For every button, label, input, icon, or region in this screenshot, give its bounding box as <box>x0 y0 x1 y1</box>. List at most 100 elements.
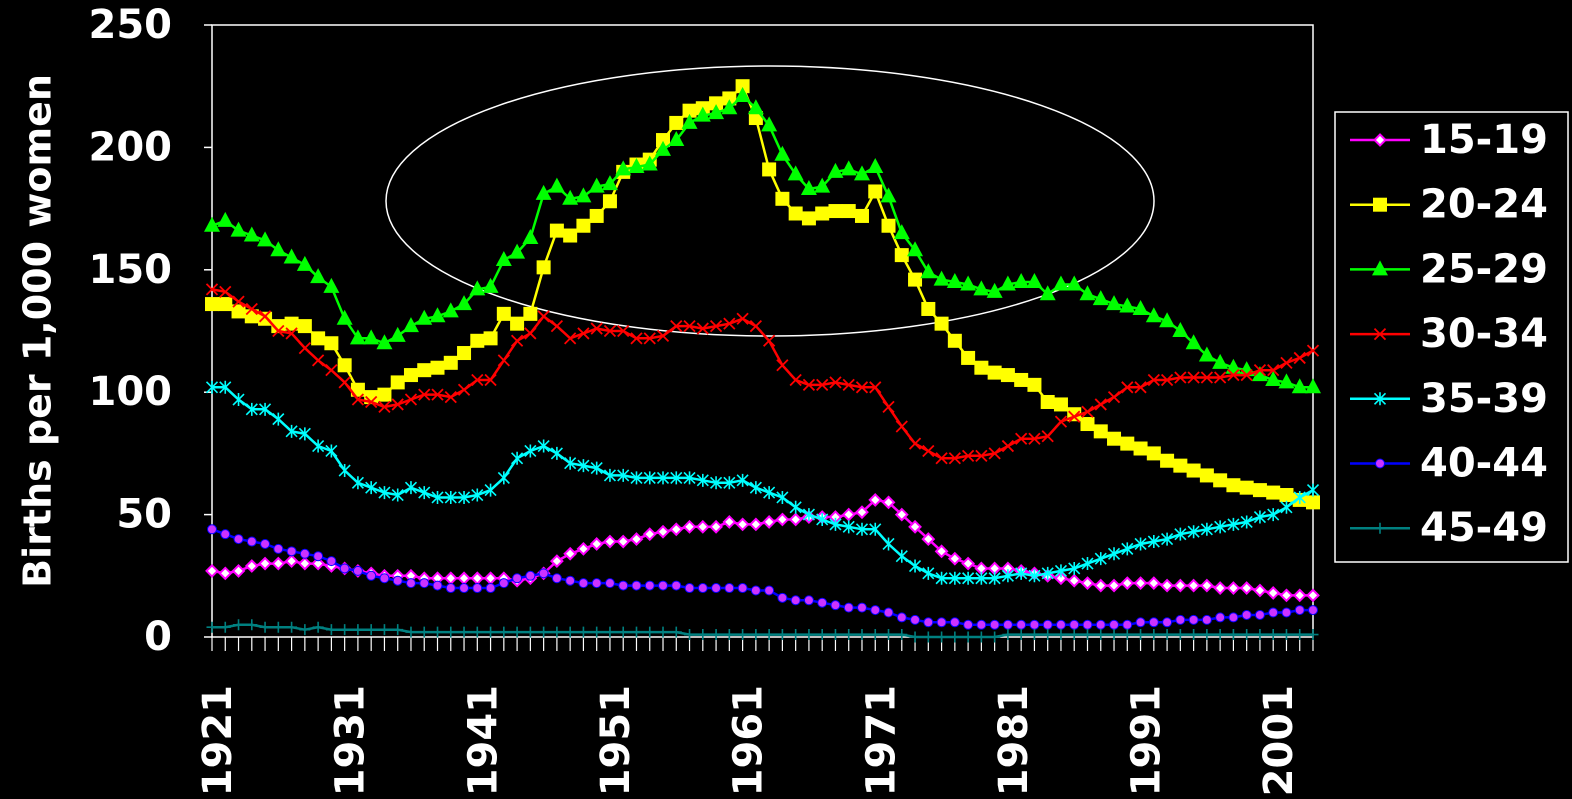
data-point <box>709 96 724 111</box>
data-point <box>232 295 245 308</box>
data-point <box>656 524 670 539</box>
data-point <box>351 393 365 406</box>
data-point <box>1039 285 1056 301</box>
data-point <box>934 316 949 331</box>
data-point <box>1308 605 1318 616</box>
data-point <box>218 566 233 581</box>
data-point <box>869 381 882 394</box>
data-point <box>1253 583 1267 598</box>
data-point <box>603 324 617 338</box>
data-point <box>1291 378 1308 394</box>
highlight-ellipse <box>385 65 1155 337</box>
data-point <box>272 324 285 338</box>
data-point <box>1293 351 1306 365</box>
data-point <box>418 486 431 500</box>
data-point <box>1133 576 1148 591</box>
data-point <box>1200 522 1213 536</box>
data-point <box>1200 371 1214 384</box>
data-point <box>893 224 910 240</box>
data-point <box>963 619 974 630</box>
data-point <box>403 368 418 383</box>
data-point <box>444 490 457 504</box>
data-point <box>523 306 538 321</box>
data-point <box>284 554 299 569</box>
data-point <box>1081 629 1093 641</box>
data-point <box>1067 573 1082 588</box>
data-point <box>260 538 271 549</box>
data-point <box>1094 398 1107 411</box>
data-point <box>337 358 352 373</box>
data-point <box>471 626 483 638</box>
x-tick-label: 1931 <box>328 685 374 796</box>
data-point <box>1279 488 1294 503</box>
data-point <box>271 556 286 571</box>
data-point <box>324 336 339 351</box>
data-point <box>989 619 1000 630</box>
legend-label: 25-29 <box>1420 246 1548 292</box>
data-point <box>389 326 406 342</box>
data-point <box>643 471 656 485</box>
data-point <box>578 578 589 589</box>
data-point <box>762 334 776 347</box>
data-point <box>1121 381 1134 394</box>
data-point <box>750 585 761 596</box>
data-point <box>1172 322 1189 337</box>
data-point <box>1080 576 1095 591</box>
data-point <box>986 282 1003 298</box>
data-point <box>1280 500 1293 514</box>
data-point <box>1082 619 1093 630</box>
data-point <box>709 319 723 333</box>
data-point <box>762 162 777 177</box>
data-point <box>761 116 778 132</box>
data-point <box>272 412 285 426</box>
data-point <box>815 206 830 221</box>
data-point <box>1254 609 1265 620</box>
data-point <box>246 619 258 631</box>
data-point <box>1147 535 1160 549</box>
data-point <box>800 180 817 196</box>
data-point <box>908 559 922 573</box>
data-point <box>921 301 936 316</box>
data-point <box>853 165 870 181</box>
data-point <box>550 319 564 333</box>
data-point <box>723 629 735 641</box>
x-tick-label: 1941 <box>460 685 506 796</box>
data-point <box>272 621 284 633</box>
data-point <box>325 364 338 377</box>
data-point <box>577 626 589 638</box>
data-point <box>1159 312 1176 328</box>
data-point <box>697 629 709 641</box>
data-point <box>218 297 233 312</box>
data-point <box>1279 588 1294 603</box>
data-point <box>961 556 976 571</box>
data-point <box>842 520 855 534</box>
data-point <box>470 333 485 348</box>
data-point <box>1068 561 1081 575</box>
data-point <box>603 468 617 482</box>
data-point <box>617 324 630 338</box>
data-point <box>973 280 990 296</box>
legend-marker <box>1375 458 1385 469</box>
legend-label: 40-44 <box>1420 441 1548 487</box>
data-point <box>617 626 629 638</box>
data-point <box>697 583 708 594</box>
data-point <box>563 228 578 243</box>
data-point <box>524 444 537 458</box>
data-point <box>711 583 722 594</box>
data-point <box>1227 517 1240 531</box>
data-point <box>537 439 550 453</box>
data-point <box>1042 629 1054 641</box>
data-point <box>1201 629 1213 641</box>
legend-marker <box>1373 197 1387 212</box>
data-point <box>298 341 311 355</box>
data-point <box>817 597 828 608</box>
data-point <box>961 350 976 365</box>
data-point <box>641 155 658 171</box>
data-point <box>1294 629 1306 641</box>
data-point <box>841 204 856 219</box>
data-point <box>402 317 419 333</box>
data-point <box>1054 564 1068 578</box>
data-point <box>855 505 869 520</box>
data-point <box>392 575 403 586</box>
data-point <box>1029 619 1040 630</box>
